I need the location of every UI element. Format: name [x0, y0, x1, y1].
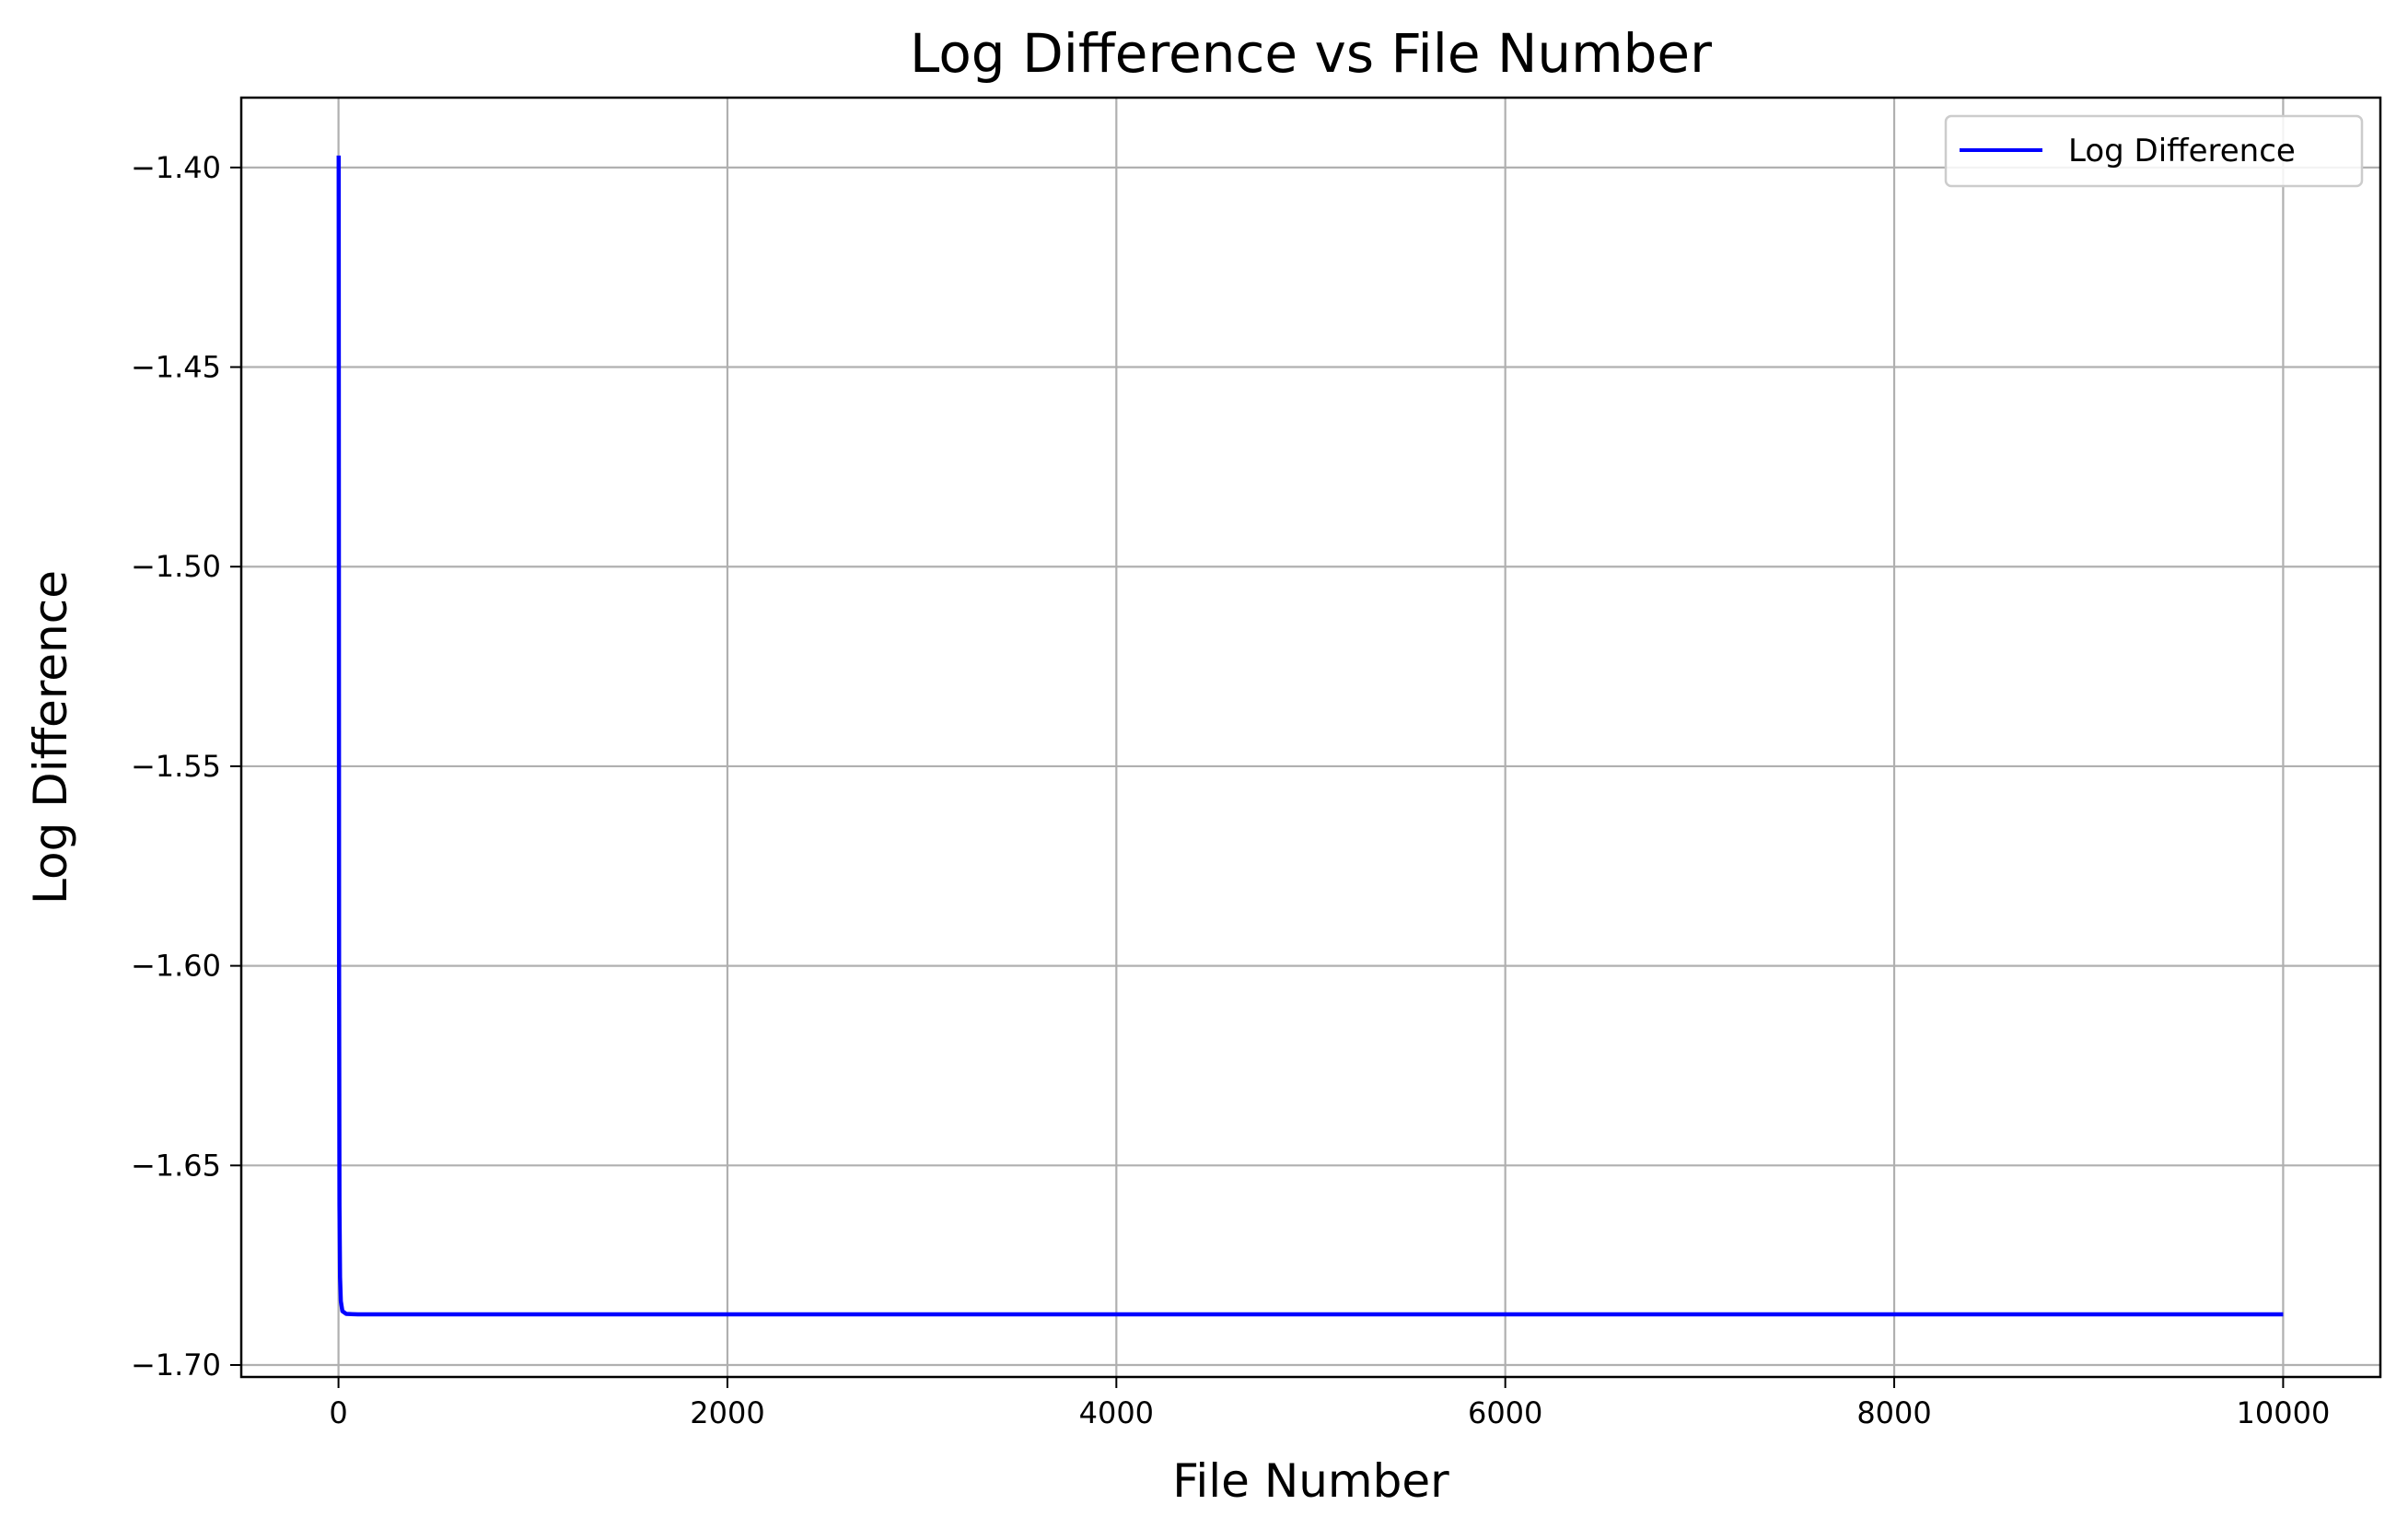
x-axis-ticks: 0 2000 4000 6000 8000 10000: [329, 1377, 2330, 1430]
x-tick-label: 0: [329, 1395, 347, 1430]
x-tick-label: 2000: [690, 1395, 764, 1430]
y-tick-label: −1.60: [131, 949, 221, 984]
legend-label-log-difference: Log Difference: [2068, 133, 2296, 169]
y-tick-label: −1.65: [131, 1148, 221, 1183]
legend: Log Difference: [1944, 114, 2364, 188]
x-tick-label: 8000: [1856, 1395, 1931, 1430]
y-tick-label: −1.40: [131, 150, 221, 185]
series-layer: [336, 155, 2284, 1317]
y-axis-ticks: −1.40 −1.45 −1.50 −1.55 −1.60 −1.65 −1.70: [131, 150, 241, 1382]
series-line-log-difference: [336, 155, 2284, 1317]
y-tick-label: −1.70: [131, 1348, 221, 1382]
y-tick-label: −1.50: [131, 549, 221, 584]
x-tick-label: 10000: [2237, 1395, 2331, 1430]
y-tick-label: −1.45: [131, 350, 221, 385]
y-axis-title: Log Difference: [24, 570, 77, 904]
chart-title: Log Difference vs File Number: [910, 22, 1712, 85]
x-tick-label: 6000: [1468, 1395, 1542, 1430]
y-tick-label: −1.55: [131, 749, 221, 784]
plot-area-frame: [239, 96, 2382, 1379]
grid: [241, 98, 2380, 1377]
x-tick-label: 4000: [1079, 1395, 1154, 1430]
x-axis-title: File Number: [1172, 1454, 1449, 1508]
legend-box: [1944, 114, 2364, 188]
